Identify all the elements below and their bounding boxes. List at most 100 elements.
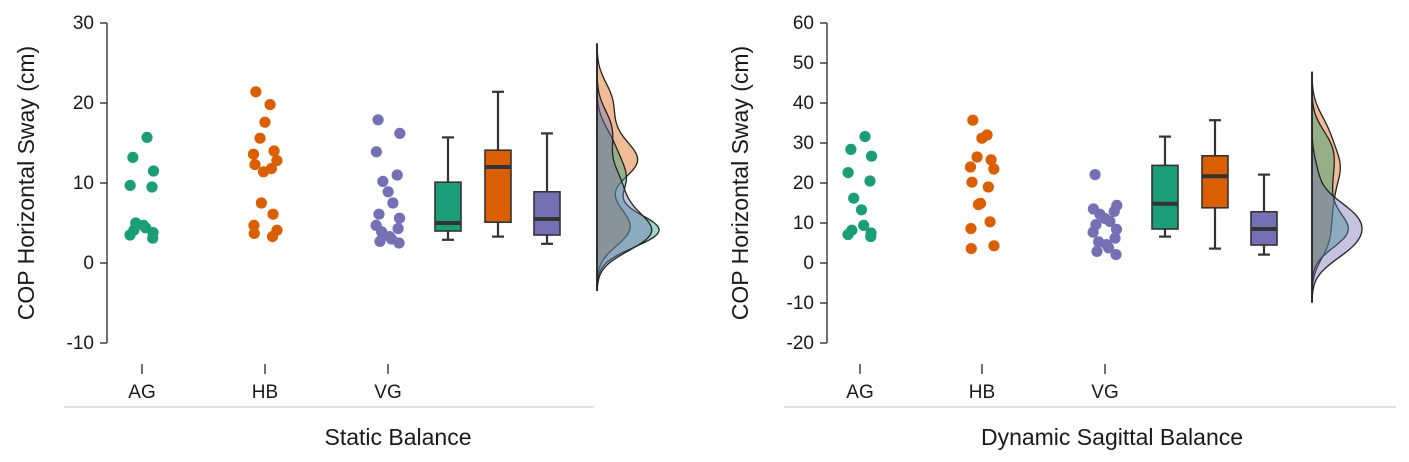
data-point-vg [387,197,399,209]
box-plots [1151,119,1278,256]
x-tick-label-hb: HB [969,382,995,403]
data-point-ag [855,204,868,216]
x-tick-label-vg: VG [374,382,401,403]
data-point-vg [392,223,404,235]
data-point-ag [842,167,854,179]
data-point-hb [271,155,283,167]
data-point-vg [1108,205,1120,217]
data-point-ag [124,179,136,191]
data-point-ag [858,219,870,231]
data-point-hb [264,99,276,111]
data-point-hb [268,145,280,157]
data-point-hb [988,163,1000,175]
data-point-ag [848,192,860,204]
x-tick-label-vg: VG [1091,382,1118,403]
data-point-ag [864,175,876,187]
data-point-hb [255,197,267,209]
data-point-vg [1110,223,1123,235]
y-tick-label: 0 [803,253,814,274]
data-point-ag [842,229,854,241]
data-point-hb [247,148,260,160]
data-points [124,86,406,249]
data-point-hb [976,132,988,144]
data-point-ag [147,232,159,244]
density-cloud-hb [596,43,639,292]
data-point-hb [982,181,994,193]
data-point-hb [250,86,262,98]
data-point-hb [972,199,984,211]
y-tick-label: 0 [83,253,94,274]
data-point-hb [248,227,260,239]
y-ticks: -10 0 10 20 30 [67,13,107,354]
data-point-hb [248,219,260,231]
density-cloud-hb [1311,71,1341,303]
y-tick-label: 60 [793,13,814,34]
y-tick-label: -10 [787,293,814,314]
data-point-vg [1091,245,1103,257]
y-tick-label: 20 [793,173,814,194]
data-point-vg [373,208,385,220]
data-point-ag [146,181,158,193]
data-point-vg [394,127,406,139]
data-point-vg [372,114,384,126]
data-point-vg [393,212,406,224]
y-tick-label: -10 [67,333,94,354]
x-axis-title: Dynamic Sagittal Balance [981,424,1243,450]
x-tick-label-hb: HB [252,382,278,403]
x-ticks: AG HB VG [128,364,402,403]
data-point-vg [1087,226,1099,238]
data-point-hb [988,240,1000,252]
data-point-hb [964,161,977,173]
density-cloud-ag [1311,72,1349,303]
static-balance-panel: COP Horizontal Sway (cm) -10 0 10 20 30 AG HB… [13,13,660,450]
data-point-hb [266,231,279,243]
data-point-vg [1104,215,1116,227]
data-point-hb [966,176,978,188]
density-clouds [1311,71,1363,303]
data-point-ag [147,165,160,177]
data-point-vg [370,146,383,158]
data-point-hb [984,216,996,228]
y-tick-label: 10 [793,213,814,234]
data-point-hb [257,166,270,178]
y-axis-title: COP Horizontal Sway (cm) [13,46,39,320]
data-point-hb [985,154,997,166]
data-point-vg [1110,249,1122,261]
data-points [842,114,1123,261]
box-hb [1201,155,1229,209]
data-point-ag [127,151,139,163]
x-axis-title: Static Balance [324,424,471,450]
data-point-vg [391,169,403,181]
y-tick-label: 30 [73,13,94,34]
data-point-hb [971,151,983,163]
data-point-ag [865,150,878,162]
data-point-vg [1109,232,1121,244]
data-point-hb [259,116,271,128]
data-point-vg [377,175,389,187]
data-point-vg [1089,169,1101,181]
y-axis-title: COP Horizontal Sway (cm) [727,46,753,320]
data-point-vg [393,237,405,249]
data-point-hb [249,159,261,171]
data-point-ag [845,143,857,155]
y-tick-label: 40 [793,93,814,114]
y-tick-label: 10 [73,173,94,194]
x-ticks: AG HB VG [846,364,1119,403]
data-point-hb [965,223,977,235]
data-point-ag [859,131,871,143]
data-point-hb [967,114,979,126]
data-point-vg [374,235,386,247]
box-plots [434,90,561,245]
data-point-hb [965,243,977,255]
x-tick-label-ag: AG [128,382,155,403]
data-point-vg [382,186,394,198]
y-tick-label: 20 [73,93,94,114]
dynamic-sagittal-balance-panel: COP Horizontal Sway (cm) -20 -10 0 10 20 30 40… [727,13,1396,450]
y-ticks: -20 -10 0 10 20 30 40 50 60 [787,13,827,354]
box-vg [533,191,561,236]
y-tick-label: 30 [793,133,814,154]
data-point-ag [865,231,877,243]
data-point-ag [124,229,136,241]
box-ag [1151,164,1179,230]
y-tick-label: 50 [793,53,814,74]
